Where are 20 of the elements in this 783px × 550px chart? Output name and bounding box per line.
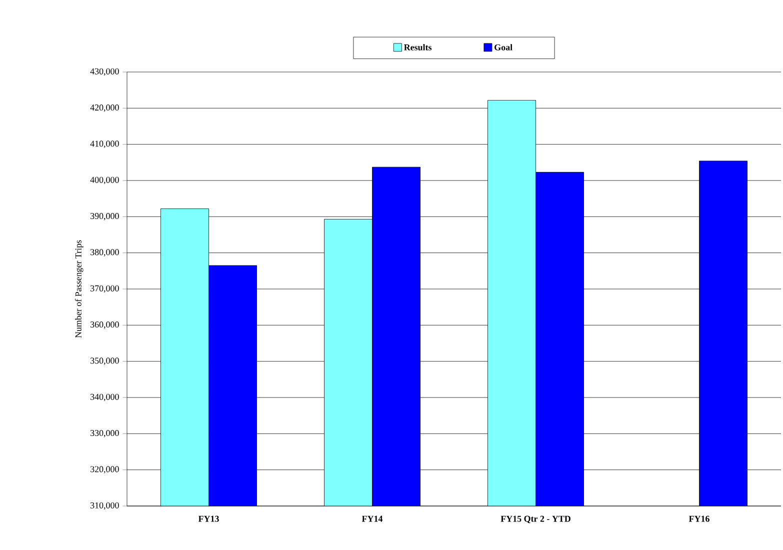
x-tick-label: FY16: [688, 516, 710, 522]
y-tick-label: 360,000: [90, 321, 119, 329]
y-tick-label: 390,000: [90, 212, 119, 220]
x-tick-label: FY14: [362, 516, 383, 522]
y-tick-label: 350,000: [90, 358, 119, 365]
y-tick-label: 340,000: [90, 394, 119, 402]
x-tick-label: FY13: [198, 516, 219, 522]
y-tick-label: 400,000: [90, 176, 119, 184]
legend-label: Results: [404, 44, 432, 50]
y-axis-title: Number of Passenger Trips: [75, 240, 84, 338]
y-tick-label: 380,000: [90, 249, 119, 256]
y-tick-label: 430,000: [90, 68, 119, 76]
y-tick-label: 320,000: [90, 466, 119, 474]
y-tick-label: 310,000: [90, 502, 119, 510]
y-tick-label: 330,000: [90, 430, 119, 438]
legend-label: Goal: [494, 44, 512, 50]
y-tick-label: 420,000: [90, 104, 119, 112]
y-tick-label: 370,000: [90, 285, 119, 293]
x-tick-label: FY15 Qtr 2 - YTD: [500, 516, 570, 524]
y-tick-label: 410,000: [90, 140, 119, 148]
